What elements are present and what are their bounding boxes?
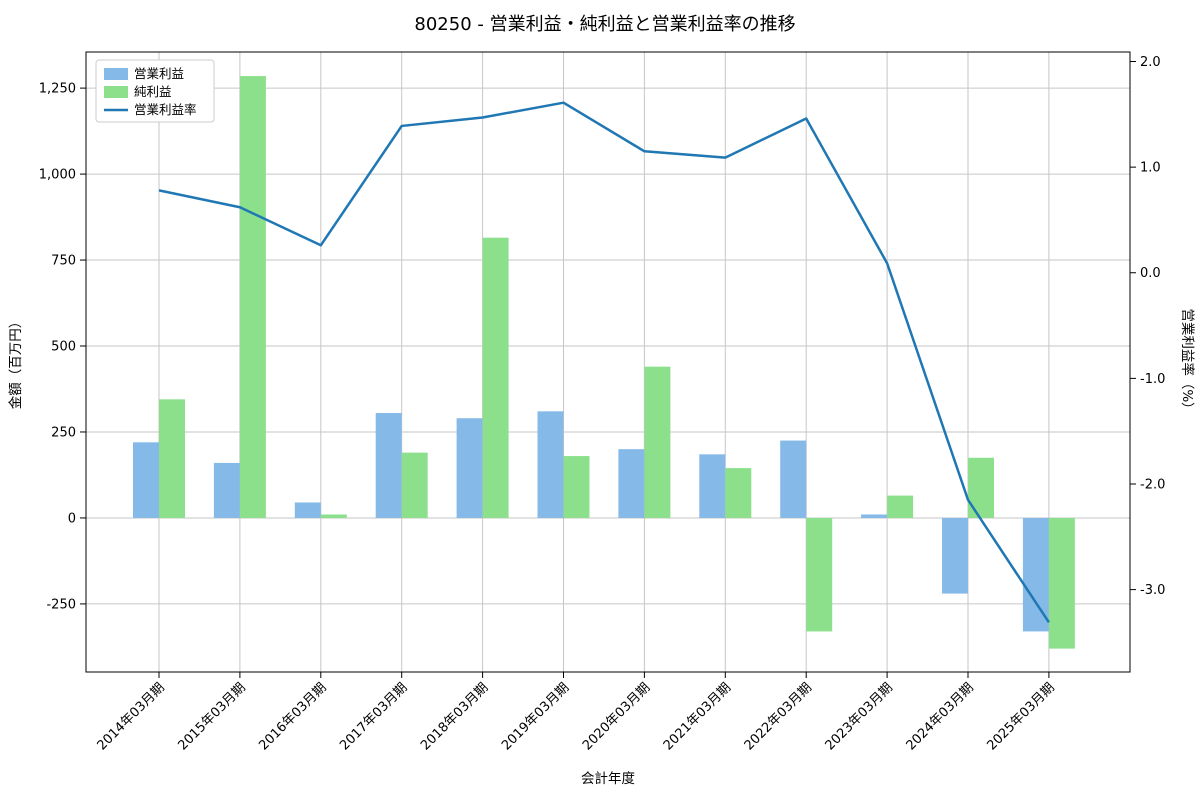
- line-operating-margin: [158, 101, 1050, 624]
- y-axis-label-left: 金額（百万円）: [8, 315, 24, 410]
- y-axis-label-right: 営業利益率（%）: [1179, 308, 1196, 415]
- bar-operating-income: [1022, 517, 1049, 632]
- y-tick-label-left: 1,000: [39, 168, 76, 183]
- y-tick-label-left: -250: [46, 597, 76, 612]
- bar-net-income: [239, 76, 266, 518]
- bar-net-income: [644, 366, 671, 518]
- bar-net-income: [806, 517, 833, 632]
- chart-title: 80250 - 営業利益・純利益と営業利益率の推移: [414, 14, 795, 35]
- tick-marks: [80, 61, 1136, 678]
- bar-net-income: [482, 237, 509, 518]
- bar-net-income: [320, 514, 347, 518]
- y-tick-label-left: 750: [51, 254, 76, 269]
- legend-label: 純利益: [134, 84, 172, 99]
- y-tick-label-left: 1,250: [39, 82, 76, 97]
- bar-net-income: [563, 456, 590, 518]
- y-tick-label-right: -2.0: [1140, 477, 1165, 492]
- bar-net-income: [725, 468, 752, 518]
- bar-operating-income: [942, 517, 968, 594]
- legend-swatch: [104, 68, 128, 80]
- bar-operating-income: [780, 440, 807, 518]
- bar-net-income: [401, 452, 428, 518]
- bar-operating-income: [537, 411, 564, 518]
- y-tick-label-right: 2.0: [1140, 55, 1161, 70]
- bar-operating-income: [699, 454, 726, 518]
- legend-label: 営業利益: [134, 66, 184, 81]
- y-tick-label-left: 250: [51, 425, 76, 440]
- bar-net-income: [968, 457, 994, 518]
- bar-net-income: [1048, 517, 1075, 649]
- bar-series: [133, 76, 1075, 649]
- bar-operating-income: [213, 462, 240, 518]
- plot-border: [85, 51, 1131, 673]
- bar-operating-income: [618, 449, 645, 518]
- bar-operating-income: [375, 413, 402, 518]
- bar-operating-income: [861, 514, 888, 518]
- bar-operating-income: [456, 418, 483, 518]
- bar-operating-income: [294, 502, 321, 518]
- y-tick-label-left: 0: [68, 511, 76, 526]
- legend-label: 営業利益率: [134, 102, 197, 117]
- y-tick-label-right: 1.0: [1140, 161, 1161, 176]
- y-tick-label-right: 0.0: [1140, 266, 1161, 281]
- bar-operating-income: [133, 442, 159, 518]
- line-series: [158, 101, 1050, 624]
- bar-net-income: [887, 495, 914, 518]
- y-tick-label-right: -3.0: [1140, 583, 1165, 598]
- x-axis-label: 会計年度: [581, 771, 635, 787]
- y-tick-label-right: -1.0: [1140, 372, 1165, 387]
- bar-net-income: [159, 399, 185, 518]
- legend-swatch: [104, 86, 128, 98]
- y-tick-label-left: 500: [51, 340, 76, 355]
